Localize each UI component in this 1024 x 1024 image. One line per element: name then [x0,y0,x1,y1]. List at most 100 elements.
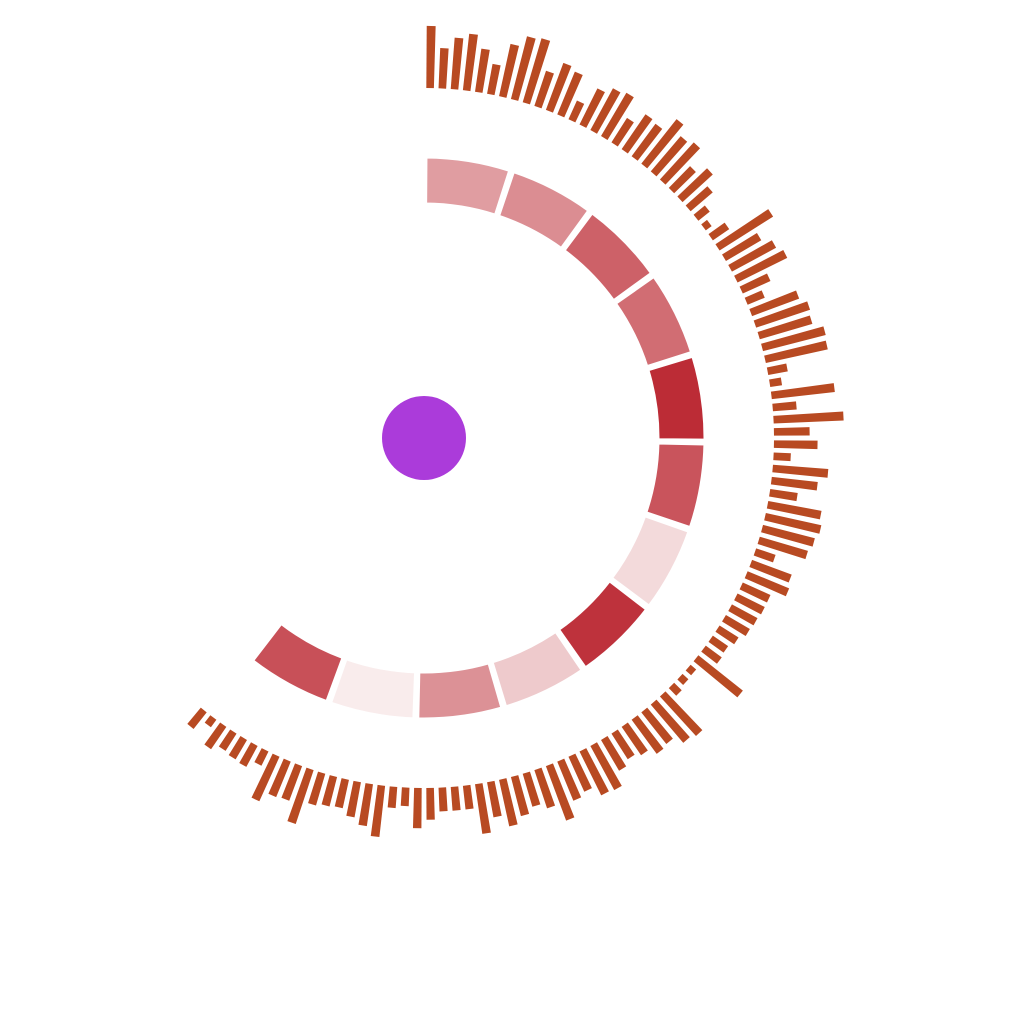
radial-bar [773,411,844,424]
radial-bar [621,114,653,154]
radial-bar [534,70,554,109]
radial-bar [734,593,765,615]
radial-bar [545,62,572,113]
radial-bar [568,753,592,792]
radial-bar [693,205,710,221]
radial-bar [545,763,575,821]
ring-segment [490,629,585,709]
radial-bar [462,33,478,92]
radial-bar [631,715,664,754]
radial-bar [769,489,798,502]
radial-bar [677,168,713,203]
ring-segment [250,621,345,704]
radial-bar [761,524,815,547]
radial-bar [204,715,217,728]
outer-bar-series [187,25,844,838]
radial-bar [772,401,797,412]
radial-bar [659,142,701,185]
radial-bar [358,783,373,827]
radial-bar [715,625,739,645]
radial-bar [773,452,791,462]
radial-bar [534,767,556,809]
radial-bar [757,315,813,340]
radial-bar [749,559,792,583]
radial-bar [677,673,689,685]
radial-bar [650,136,688,177]
ring-segment [645,354,707,442]
radial-bar [734,250,788,283]
ring-segment [416,660,504,721]
radial-bar [739,582,771,603]
radial-bar [438,787,448,812]
radial-bar [510,775,530,817]
radial-bar [757,536,808,560]
radial-bar [764,340,828,363]
radial-bar [753,548,776,563]
radial-bar [601,92,634,140]
radial-bar [475,783,491,834]
radial-bar [251,753,280,802]
radial-bar [400,787,410,807]
radial-bar [701,219,712,231]
radial-bar [621,722,648,756]
radial-bar [753,301,811,328]
radial-bar [346,780,361,818]
radial-bar [693,655,743,698]
radial-bar [631,123,663,161]
radial-bar [650,699,690,743]
radial-bar [722,233,762,261]
radial-bar [450,786,461,811]
radial-bar [744,571,790,597]
radial-bar [770,476,818,491]
radial-bar [749,290,800,317]
radial-bar [287,767,314,825]
ring-segment [328,656,418,721]
center-dot [382,396,466,480]
radial-bar [764,513,822,534]
radial-bar [281,763,303,801]
radial-bar [668,682,682,696]
radial-bar [228,736,247,760]
radial-bar [701,645,722,664]
radial-bar [769,377,783,387]
radial-bar [766,363,788,375]
radial-bar [557,71,583,118]
radial-bar [438,48,449,89]
radial-bar [510,36,536,101]
radial-bar [772,464,829,478]
radial-bar [641,119,684,169]
radial-bar [668,166,696,194]
radial-bar [308,771,326,806]
radial-bar [239,742,258,767]
radial-bar [579,88,605,128]
radial-bar [268,758,291,798]
radial-bar [522,38,551,105]
inner-ring-series [250,155,707,721]
radial-bar [685,186,713,212]
radial-bar [487,780,502,818]
radial-bar [487,63,501,96]
radial-bar [761,326,826,352]
radial-bar [708,635,729,653]
radial-bar [728,604,758,626]
radial-bar [579,748,609,796]
ring-segment [643,441,707,530]
radial-bar [722,615,750,637]
ring-segment [556,578,649,671]
radial-bar [254,748,269,766]
radial-bar [744,290,765,305]
radial-bar [715,209,774,251]
radial-bar [387,786,398,809]
radial-bar [499,778,518,827]
radial-bar [708,222,730,241]
radial-bar [218,729,237,751]
radial-bar [370,784,386,838]
radial-bar [568,100,585,123]
radial-bar [728,240,777,272]
radial-bar [462,784,474,810]
radial-bar [522,771,541,807]
radial-bar [321,775,338,807]
radial-bar [187,707,207,729]
